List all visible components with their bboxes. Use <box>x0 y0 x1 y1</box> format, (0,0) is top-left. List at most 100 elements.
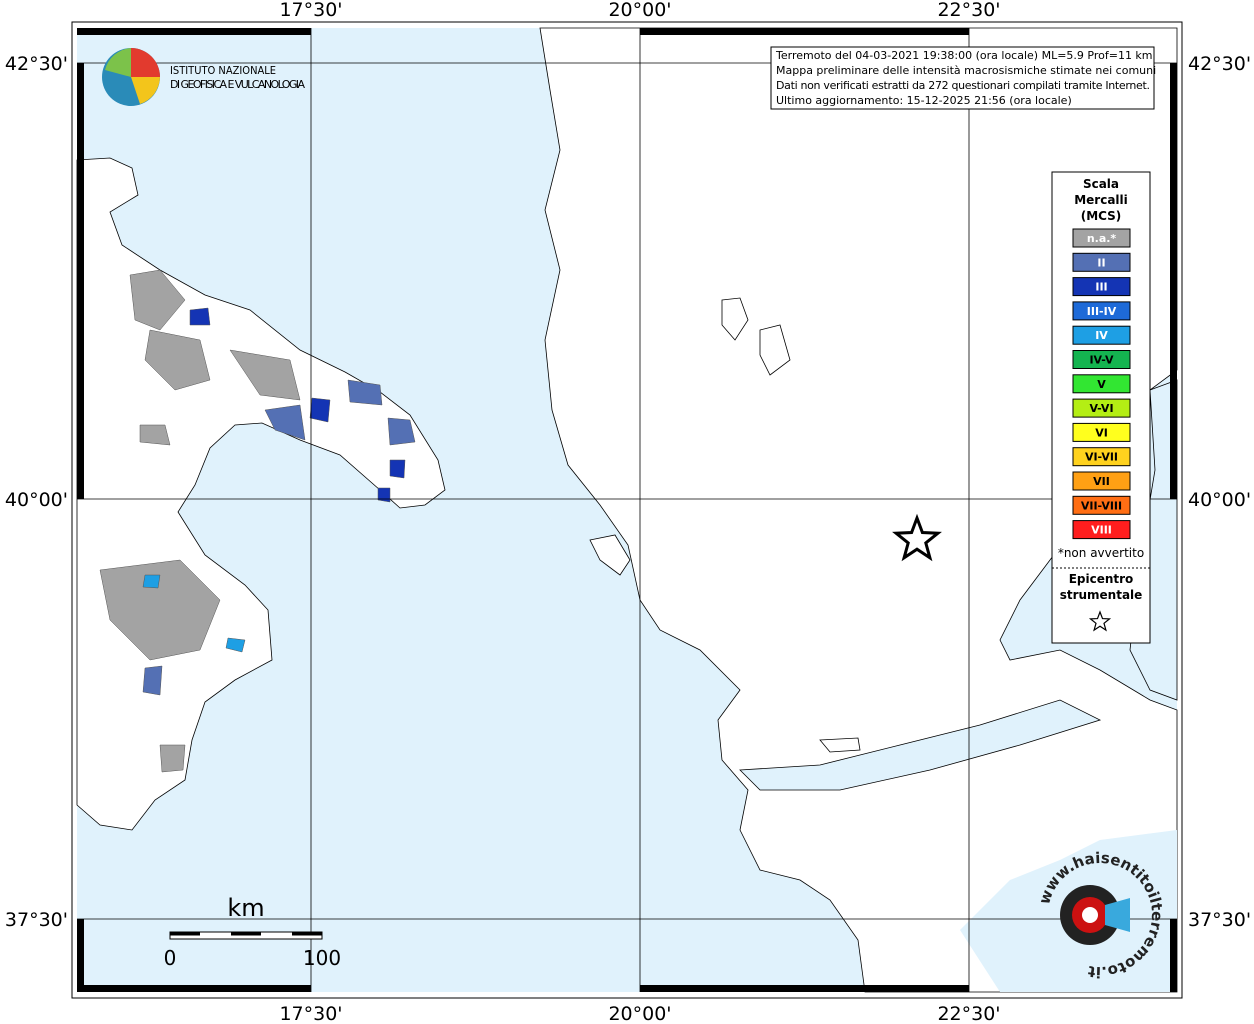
municipality <box>264 404 306 441</box>
legend-title: (MCS) <box>1081 209 1122 223</box>
legend-swatch <box>1072 252 1131 272</box>
land-italy <box>76 157 446 831</box>
lon-label: 20°00' <box>608 0 671 21</box>
lon-label: 20°00' <box>608 1003 671 1024</box>
info-line: Ultimo aggiornamento: 15-12-2025 21:56 (… <box>776 94 1072 107</box>
municipality <box>99 559 221 661</box>
frame-bar <box>640 985 969 992</box>
frame-bar <box>77 919 84 992</box>
lat-label: 42°30' <box>1188 53 1251 75</box>
legend: Scala Mercalli (MCS) *non avvertito Epic… <box>1051 171 1151 644</box>
legend-label: VII-VIII <box>1081 499 1122 512</box>
municipality <box>387 417 416 446</box>
municipality <box>389 459 406 479</box>
municipality <box>309 397 331 423</box>
lon-label: 22°30' <box>937 1003 1000 1024</box>
island <box>819 737 861 753</box>
legend-swatch <box>1072 325 1131 345</box>
frame-bar <box>77 28 311 35</box>
scale-bar: km 0 100 <box>164 894 341 970</box>
info-box <box>770 46 1155 110</box>
legend-swatch <box>1072 422 1131 442</box>
info-line: Mappa preliminare delle intensità macros… <box>776 64 1156 77</box>
watermark-disk <box>1082 907 1098 923</box>
legend-label: VIII <box>1091 524 1112 537</box>
legend-swatch <box>1072 520 1131 540</box>
lat-label: 42°30' <box>5 53 68 75</box>
lon-label: 17°30' <box>279 1003 342 1024</box>
legend-swatch <box>1072 471 1131 491</box>
municipality <box>189 307 211 326</box>
legend-label: VI <box>1095 426 1108 439</box>
legend-label: n.a.* <box>1087 232 1117 245</box>
lon-label: 22°30' <box>937 0 1000 21</box>
municipality <box>142 665 163 696</box>
legend-swatch <box>1072 495 1131 515</box>
legend-label: IV-V <box>1089 354 1114 367</box>
scale-unit: km <box>227 894 264 922</box>
legend-title: Mercalli <box>1074 193 1128 207</box>
frame-bar <box>77 985 311 992</box>
logo-segment <box>131 48 160 77</box>
legend-epicenter: Epicentro <box>1069 572 1134 586</box>
legend-label: VI-VII <box>1085 451 1118 464</box>
frame-bar <box>1170 63 1177 499</box>
legend-label: III-IV <box>1087 305 1117 318</box>
municipality <box>144 329 211 391</box>
frame-bar <box>77 63 84 499</box>
municipality <box>347 379 383 406</box>
logo-segment <box>105 48 131 77</box>
epicenter-star <box>892 513 942 562</box>
watermark-horn <box>1105 898 1130 932</box>
scale-label: 100 <box>303 946 341 970</box>
legend-title: Scala <box>1083 177 1119 191</box>
frame-bar <box>1170 919 1177 992</box>
municipality <box>129 269 186 331</box>
legend-swatch <box>1072 301 1131 321</box>
legend-swatch <box>1072 228 1131 248</box>
legend-swatch <box>1072 350 1131 369</box>
frame <box>71 21 1183 999</box>
info-line: Dati non verificati estratti da 272 ques… <box>776 79 1150 92</box>
frame-bar <box>640 28 969 35</box>
lat-label: 37°30' <box>1188 909 1251 931</box>
info-line: Terremoto del 04-03-2021 19:38:00 (ora l… <box>775 49 1153 62</box>
lat-label: 37°30' <box>5 909 68 931</box>
scale-label: 0 <box>164 946 177 970</box>
municipalities <box>99 269 416 773</box>
municipality <box>377 487 391 503</box>
lat-label: 40°00' <box>5 489 68 511</box>
legend-swatch <box>1072 374 1131 394</box>
logo-segment <box>131 77 160 104</box>
legend-star <box>1088 610 1112 632</box>
legend-swatch <box>1072 447 1131 467</box>
gulf-of-corinth <box>739 699 1102 791</box>
frame-outline <box>71 21 1183 999</box>
municipality <box>225 637 246 653</box>
legend-epicenter: strumentale <box>1060 588 1143 602</box>
legend-swatch <box>1072 398 1131 418</box>
legend-label: II <box>1097 256 1105 269</box>
legend-label: VII <box>1093 475 1110 488</box>
municipality <box>142 574 161 589</box>
scale-segment <box>231 932 261 936</box>
legend-label: V-VI <box>1089 402 1113 415</box>
legend-label: III <box>1095 281 1107 294</box>
municipality <box>229 349 301 401</box>
lat-label: 40°00' <box>1188 489 1251 511</box>
ingv-logo: ISTITUTO NAZIONALE DI GEOFISICA E VULCAN… <box>102 48 305 106</box>
legend-label: V <box>1097 378 1106 391</box>
lon-label: 17°30' <box>279 0 342 21</box>
municipality <box>139 424 171 446</box>
legend-note: *non avvertito <box>1058 546 1144 560</box>
island <box>721 297 749 341</box>
scale-segment <box>292 932 322 936</box>
municipality <box>159 744 186 773</box>
island <box>589 534 631 576</box>
legend-swatch <box>1072 277 1131 297</box>
island <box>759 324 791 376</box>
legend-label: IV <box>1095 329 1108 342</box>
scale-segment <box>170 932 200 936</box>
logo-text: DI GEOFISICA E VULCANOLOGIA <box>170 78 305 91</box>
